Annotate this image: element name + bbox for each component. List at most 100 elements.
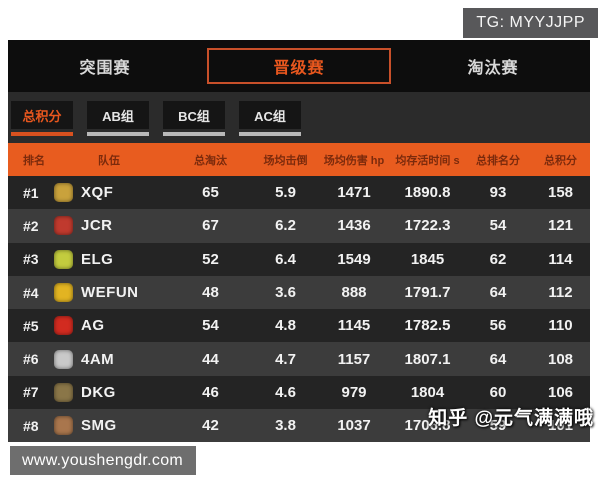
team-cell: JCR <box>50 216 168 236</box>
total-kills-cell: 48 <box>202 284 219 302</box>
subtab-label: 总积分 <box>22 108 62 124</box>
avg-knockdowns-cell: 6.4 <box>275 250 296 268</box>
total-kills-cell: 52 <box>202 250 219 268</box>
avg-knockdowns-cell: 3.8 <box>275 417 296 435</box>
team-name: ELG <box>81 250 114 268</box>
team-cell: XQF <box>50 183 168 203</box>
total-kills-cell: 42 <box>202 417 219 435</box>
total-kills-cell: 65 <box>202 184 219 202</box>
rank-cell: #3 <box>23 251 39 268</box>
avg-knockdowns-cell: 3.6 <box>275 284 296 302</box>
tournament-panel: 突围赛 晋级赛 淘汰赛 总积分 AB组 <box>8 40 590 443</box>
team-logo-icon <box>54 316 73 336</box>
team-logo-icon <box>54 183 73 203</box>
rank-cell: #4 <box>23 284 39 301</box>
avg-survival-cell: 1845 <box>410 250 445 268</box>
table-row: #4 WEFUN 48 3.6 888 1791.7 64 112 <box>8 275 590 310</box>
team-logo-icon <box>54 216 73 236</box>
total-kills-cell: 44 <box>202 350 219 368</box>
rank-cell: #2 <box>23 217 39 234</box>
subtab-total-points[interactable]: 总积分 <box>11 101 73 136</box>
avg-knockdowns-cell: 6.2 <box>275 217 296 235</box>
placement-points-cell: 64 <box>489 350 507 368</box>
table-row: #8 SMG 42 3.8 1037 1706.8 59 101 <box>8 409 590 443</box>
header-avg-damage: 场均伤害 hp <box>323 154 385 167</box>
subtab-label: AC组 <box>254 108 286 124</box>
avg-survival-cell: 1706.8 <box>404 417 451 435</box>
stage-tabbar: 突围赛 晋级赛 淘汰赛 <box>8 40 590 92</box>
subtab-underline <box>163 132 225 136</box>
tab-breakout-stage[interactable]: 突围赛 <box>8 40 202 92</box>
total-points-cell: 108 <box>547 350 574 368</box>
header-rank: 排名 <box>23 154 45 167</box>
team-logo-icon <box>54 382 73 402</box>
total-points-cell: 110 <box>548 317 573 335</box>
tab-promotion-stage[interactable]: 晋级赛 <box>202 40 396 92</box>
avg-knockdowns-cell: 4.8 <box>275 317 296 335</box>
placement-points-cell: 60 <box>489 383 507 401</box>
total-points-cell: 114 <box>548 250 573 268</box>
team-name: AG <box>81 317 105 335</box>
active-tab-border: 晋级赛 <box>207 48 391 84</box>
table-row: #6 4AM 44 4.7 1157 1807.1 64 108 <box>8 342 590 376</box>
team-logo-icon <box>54 416 73 436</box>
rank-cell: #1 <box>23 184 39 201</box>
subtab-underline <box>239 132 301 136</box>
total-kills-cell: 54 <box>202 317 219 335</box>
subtab-label: AB组 <box>102 108 134 124</box>
total-points-cell: 112 <box>548 284 573 302</box>
team-cell: WEFUN <box>50 283 168 303</box>
team-name: 4AM <box>81 350 115 368</box>
team-name: XQF <box>81 184 114 202</box>
subtab-label: BC组 <box>178 108 210 124</box>
table-body: #1 XQF 65 5.9 1471 1890.8 93 158 #2 JCR … <box>8 176 590 443</box>
tab-label: 突围赛 <box>79 60 131 77</box>
total-points-cell: 121 <box>547 217 574 235</box>
table-header-row: 排名 队伍 总淘汰 场均击倒 场均伤害 hp 均存活时间 s 总排名分 总积分 <box>8 143 590 176</box>
placement-points-cell: 93 <box>489 184 507 202</box>
placement-points-cell: 62 <box>489 250 507 268</box>
team-logo-icon <box>54 283 73 303</box>
placement-points-cell: 54 <box>489 217 507 235</box>
team-name: JCR <box>81 217 113 235</box>
team-logo-icon <box>54 349 73 369</box>
team-cell: AG <box>50 316 168 336</box>
rank-cell: #5 <box>23 317 39 334</box>
avg-survival-cell: 1791.7 <box>404 284 451 302</box>
rank-cell: #7 <box>23 384 39 401</box>
avg-damage-cell: 1157 <box>337 350 371 368</box>
avg-damage-cell: 1037 <box>337 417 371 435</box>
placement-points-cell: 64 <box>489 284 507 302</box>
subtab-group-bc[interactable]: BC组 <box>163 101 225 136</box>
team-cell: 4AM <box>50 349 168 369</box>
avg-survival-cell: 1890.8 <box>404 184 451 202</box>
tab-label: 晋级赛 <box>273 60 325 77</box>
team-cell: ELG <box>50 249 168 269</box>
team-logo-icon <box>54 249 73 269</box>
avg-damage-cell: 1549 <box>337 250 371 268</box>
subtab-group-ab[interactable]: AB组 <box>87 101 149 136</box>
rank-cell: #8 <box>23 417 39 434</box>
avg-damage-cell: 1145 <box>337 317 371 335</box>
zhihu-watermark: 知乎 @元气满满哦 <box>428 408 594 429</box>
header-avg-survival: 均存活时间 s <box>395 154 460 167</box>
table-row: #1 XQF 65 5.9 1471 1890.8 93 158 <box>8 176 590 210</box>
header-avg-knockdowns: 场均击倒 <box>263 154 308 167</box>
rank-cell: #6 <box>23 351 39 368</box>
total-kills-cell: 67 <box>202 217 219 235</box>
avg-knockdowns-cell: 4.6 <box>275 383 296 401</box>
avg-damage-cell: 979 <box>341 383 367 401</box>
avg-survival-cell: 1722.3 <box>404 217 451 235</box>
subtab-box: BC组 <box>163 101 225 129</box>
team-cell: SMG <box>50 416 168 436</box>
total-kills-cell: 46 <box>202 383 219 401</box>
avg-damage-cell: 888 <box>341 284 367 302</box>
tab-elimination-stage[interactable]: 淘汰赛 <box>396 40 590 92</box>
total-points-cell: 101 <box>547 417 574 435</box>
team-name: WEFUN <box>81 284 139 302</box>
subtab-box: AC组 <box>239 101 301 129</box>
tab-label: 淘汰赛 <box>467 60 519 77</box>
subtab-group-ac[interactable]: AC组 <box>239 101 301 136</box>
total-points-cell: 106 <box>547 383 574 401</box>
